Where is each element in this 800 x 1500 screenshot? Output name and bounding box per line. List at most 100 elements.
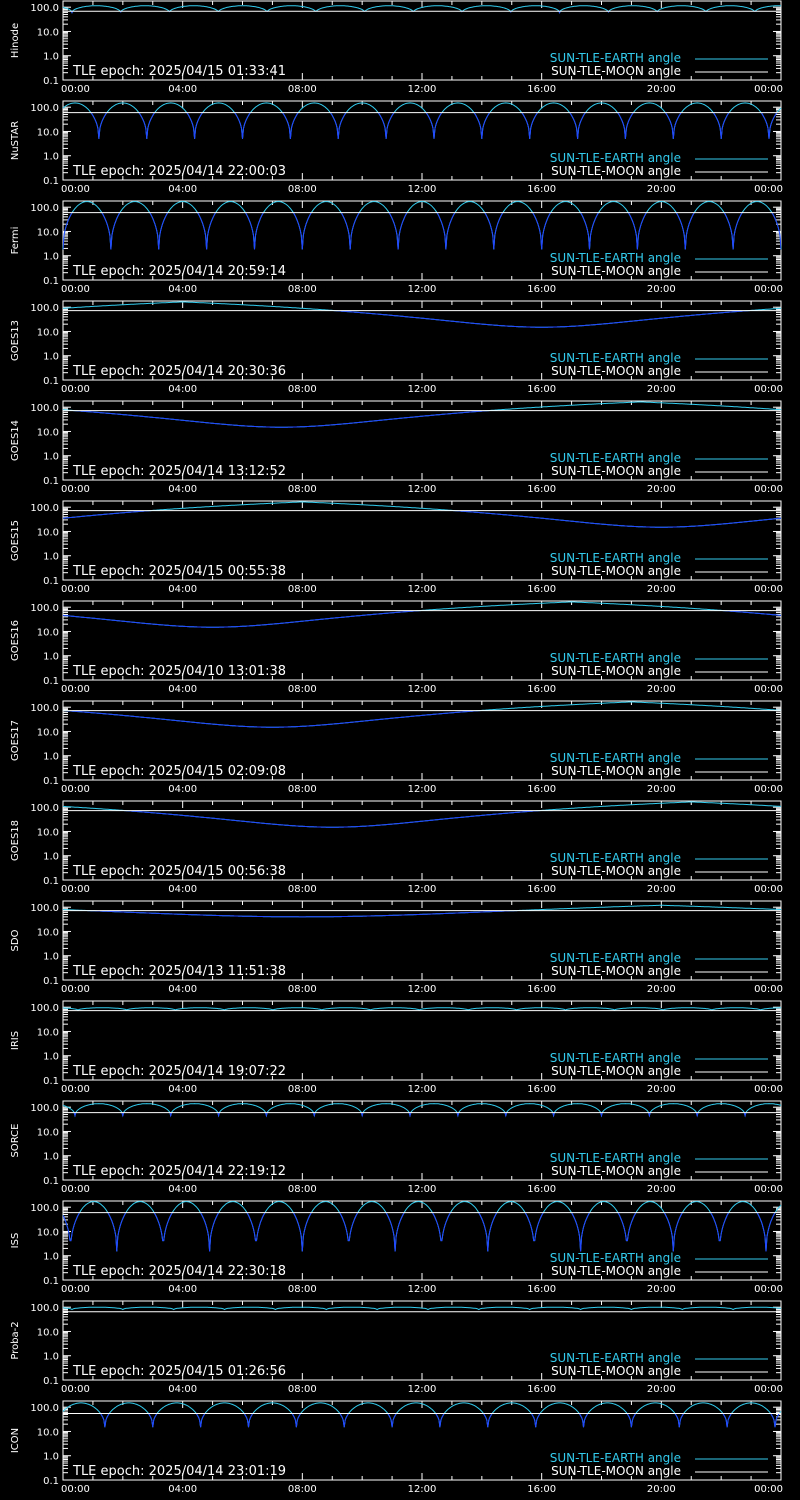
y-tick-label: 1.0 — [43, 252, 59, 263]
satellite-panel: 100.010.01.00.100:00 04:00 08:00 12:00 16:00… — [10, 800, 783, 895]
y-ticks — [63, 1306, 781, 1381]
legend-earth-label: SUN-TLE-EARTH angle — [550, 351, 681, 365]
tle-epoch-text: TLE epoch: 2025/04/14 19:07:22 — [72, 1064, 286, 1079]
y-tick-label: 0.1 — [43, 1076, 59, 1087]
legend-earth-label: SUN-TLE-EARTH angle — [550, 151, 681, 165]
x-tick-label: 16:00 — [527, 1184, 556, 1195]
x-tick-label: 08:00 — [288, 1284, 317, 1295]
y-tick-label: 1.0 — [43, 1052, 59, 1063]
y-tick-label: 100.0 — [30, 1303, 59, 1314]
x-tick-label: 20:00 — [647, 1484, 676, 1495]
tle-epoch-text: TLE epoch: 2025/04/15 02:09:08 — [72, 764, 286, 779]
x-tick-label: 16:00 — [527, 484, 556, 495]
satellite-panel: 100.010.01.00.100:00 04:00 08:00 12:00 16:00… — [10, 600, 783, 695]
satellite-panel: 100.010.01.00.100:00 04:00 08:00 12:00 16:00… — [10, 500, 783, 595]
x-tick-label: 12:00 — [408, 984, 437, 995]
x-tick-label: 12:00 — [408, 1284, 437, 1295]
x-tick-label: 16:00 — [527, 1284, 556, 1295]
legend-earth-label: SUN-TLE-EARTH angle — [550, 951, 681, 965]
tle-epoch-text: TLE epoch: 2025/04/14 22:19:12 — [72, 1164, 286, 1179]
satellite-panel: 100.010.01.00.100:00 04:00 08:00 12:00 16:00… — [10, 300, 783, 395]
y-ticks — [63, 106, 781, 181]
tle-epoch-text: TLE epoch: 2025/04/13 11:51:38 — [72, 964, 286, 979]
satellite-panel: 100.010.01.00.100:00 04:00 08:00 12:00 16:00… — [10, 700, 783, 795]
earth-angle-line-low — [328, 310, 755, 328]
y-tick-label: 1.0 — [43, 1252, 59, 1263]
satellite-panel: 100.010.01.00.100:00 04:00 08:00 12:00 16:00… — [10, 0, 783, 95]
x-tick-label: 16:00 — [527, 84, 556, 95]
y-tick-label: 1.0 — [43, 1352, 59, 1363]
tle-epoch-text: TLE epoch: 2025/04/15 01:33:41 — [72, 64, 286, 79]
x-tick-label: 00:00 — [754, 1284, 783, 1295]
legend-moon-label: SUN-TLE-MOON angle — [551, 364, 681, 378]
legend-moon-label: SUN-TLE-MOON angle — [551, 264, 681, 278]
x-tick-label: 08:00 — [288, 184, 317, 195]
y-tick-label: 1.0 — [43, 952, 59, 963]
x-tick-label: 04:00 — [168, 84, 197, 95]
y-tick-label: 1.0 — [43, 652, 59, 663]
legend-moon-label: SUN-TLE-MOON angle — [551, 1464, 681, 1478]
earth-angle-line — [62, 1007, 781, 1011]
legend-earth-label: SUN-TLE-EARTH angle — [550, 551, 681, 565]
x-tick-label: 00:00 — [754, 1484, 783, 1495]
tle-epoch-text: TLE epoch: 2025/04/14 23:01:19 — [72, 1464, 286, 1479]
legend-moon-label: SUN-TLE-MOON angle — [551, 664, 681, 678]
x-tick-label: 00:00 — [61, 1284, 90, 1295]
legend-moon-label: SUN-TLE-MOON angle — [551, 564, 681, 578]
legend-earth-label: SUN-TLE-EARTH angle — [550, 251, 681, 265]
x-tick-label: 16:00 — [527, 784, 556, 795]
earth-angle-line — [62, 102, 782, 139]
x-tick-label: 20:00 — [647, 984, 676, 995]
x-tick-label: 00:00 — [61, 84, 90, 95]
y-tick-label: 10.0 — [37, 1427, 59, 1438]
legend-moon-label: SUN-TLE-MOON angle — [551, 64, 681, 78]
x-tick-label: 00:00 — [61, 1084, 90, 1095]
satellite-name: GOES15 — [10, 520, 21, 561]
x-tick-label: 08:00 — [288, 384, 317, 395]
y-tick-label: 0.1 — [43, 76, 59, 87]
x-tick-label: 20:00 — [647, 784, 676, 795]
satellite-name: GOES18 — [10, 820, 21, 861]
x-tick-label: 12:00 — [408, 284, 437, 295]
tle-epoch-text: TLE epoch: 2025/04/14 20:30:36 — [72, 364, 286, 379]
satellite-panel: 100.010.01.00.100:00 04:00 08:00 12:00 16:00… — [10, 1000, 783, 1095]
x-tick-label: 00:00 — [754, 784, 783, 795]
x-tick-label: 12:00 — [408, 584, 437, 595]
satellite-panel: 100.010.01.00.100:00 04:00 08:00 12:00 16:00… — [10, 400, 783, 495]
y-tick-label: 0.1 — [43, 576, 59, 587]
x-tick-label: 04:00 — [168, 384, 197, 395]
x-tick-label: 00:00 — [754, 984, 783, 995]
x-tick-label: 12:00 — [408, 784, 437, 795]
x-tick-label: 20:00 — [647, 284, 676, 295]
x-tick-label: 04:00 — [168, 984, 197, 995]
y-tick-label: 10.0 — [37, 727, 59, 738]
x-tick-label: 08:00 — [288, 984, 317, 995]
satellite-name: NuSTAR — [10, 121, 21, 160]
y-tick-label: 10.0 — [37, 527, 59, 538]
tle-epoch-text: TLE epoch: 2025/04/15 01:26:56 — [72, 1364, 286, 1379]
y-tick-label: 0.1 — [43, 1176, 59, 1187]
x-tick-label: 04:00 — [168, 284, 197, 295]
y-tick-label: 100.0 — [30, 803, 59, 814]
tle-epoch-text: TLE epoch: 2025/04/14 22:00:03 — [72, 164, 286, 179]
legend-earth-label: SUN-TLE-EARTH angle — [550, 1151, 681, 1165]
satellite-name: SORCE — [10, 1124, 21, 1158]
y-tick-label: 100.0 — [30, 603, 59, 614]
x-tick-label: 20:00 — [647, 884, 676, 895]
x-tick-label: 00:00 — [61, 684, 90, 695]
y-tick-label: 0.1 — [43, 1476, 59, 1487]
y-tick-label: 1.0 — [43, 752, 59, 763]
y-tick-label: 10.0 — [37, 1227, 59, 1238]
legend-moon-label: SUN-TLE-MOON angle — [551, 1064, 681, 1078]
satellite-name: SDO — [10, 929, 21, 951]
x-tick-label: 08:00 — [288, 684, 317, 695]
y-tick-label: 1.0 — [43, 1152, 59, 1163]
y-ticks — [63, 806, 781, 881]
x-tick-label: 00:00 — [754, 1384, 783, 1395]
earth-angle-line-low — [63, 1212, 776, 1252]
x-tick-label: 04:00 — [168, 1484, 197, 1495]
x-tick-label: 00:00 — [754, 1084, 783, 1095]
x-tick-label: 00:00 — [754, 84, 783, 95]
y-tick-label: 0.1 — [43, 176, 59, 187]
x-tick-label: 04:00 — [168, 484, 197, 495]
